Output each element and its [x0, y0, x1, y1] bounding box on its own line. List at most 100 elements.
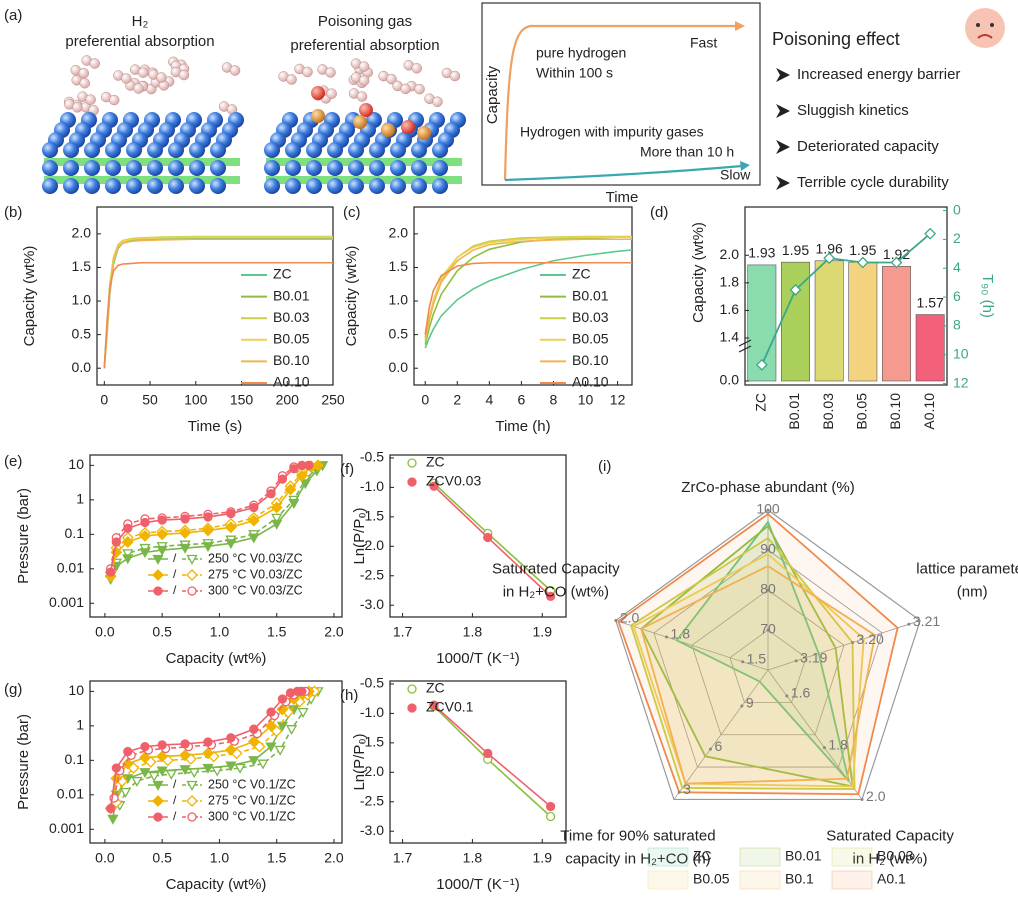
- radar-tick-label: 1.6: [791, 685, 811, 701]
- legend-marker: [407, 684, 417, 694]
- data-point: [180, 739, 190, 749]
- radar-tick: [785, 694, 789, 698]
- effect-item: Terrible cycle durability: [797, 174, 949, 191]
- series-line: [103, 238, 333, 369]
- legend-marker: [407, 477, 417, 487]
- radar-grid: [729, 629, 807, 703]
- radar-tick-label: 2.0: [620, 609, 640, 625]
- bullet: [776, 104, 790, 118]
- panel-label: (f): [340, 461, 354, 478]
- inset-note: More than 10 h: [640, 144, 734, 160]
- legend-separator: /: [173, 567, 177, 581]
- caption: preferential absorption: [65, 33, 214, 50]
- data-point: [271, 513, 283, 524]
- metal-atom: [411, 178, 427, 194]
- legend-marker: [153, 812, 163, 822]
- metal-atom: [189, 178, 205, 194]
- metal-atom: [411, 142, 427, 158]
- data-point: [157, 515, 167, 525]
- metal-atom: [105, 142, 121, 158]
- bar: [781, 261, 810, 382]
- y-tick-label: -2.0: [360, 537, 384, 553]
- x-tick-label: 1.7: [393, 850, 413, 866]
- inset-note: Within 100 s: [536, 65, 613, 81]
- metal-atom: [147, 142, 163, 158]
- x-tick-label: 1.0: [210, 850, 230, 866]
- panel-label: (b): [4, 204, 22, 221]
- legend-label: A0.10: [572, 374, 609, 390]
- legend-swatch: [831, 847, 873, 867]
- value-label: 1.95: [849, 242, 876, 258]
- data-point: [266, 489, 276, 499]
- metal-atom: [63, 160, 79, 176]
- radar-series: [640, 564, 877, 785]
- data-point: [924, 227, 937, 240]
- value-label: 1.95: [782, 242, 809, 258]
- legend-label: B0.01: [572, 287, 609, 303]
- y-tick-label: 0.5: [72, 325, 92, 341]
- h-atom: [79, 77, 90, 89]
- value-label: 1.93: [748, 245, 775, 261]
- effect-item: Sluggish kinetics: [797, 102, 909, 119]
- data-point: [545, 811, 556, 822]
- x-tick-label: A0.10: [921, 393, 937, 430]
- radar-grid: [615, 509, 921, 801]
- data-point: [274, 745, 286, 756]
- series-line: [103, 261, 333, 369]
- radar-tick: [860, 797, 864, 801]
- y-tick-label: -2.0: [360, 763, 384, 779]
- h-atom: [449, 70, 461, 82]
- metal-atom: [42, 160, 58, 176]
- bullet: [776, 140, 790, 154]
- y-tick-label: 0.001: [49, 820, 84, 836]
- series-line: [103, 237, 333, 369]
- y-tick-label: -1.5: [360, 508, 384, 524]
- face: [965, 8, 1005, 48]
- y-tick-label: 1.5: [389, 258, 409, 274]
- radar-tick-label: 3.21: [913, 613, 940, 629]
- y-tick-label: 1.6: [720, 301, 740, 317]
- x-tick-label: 0: [100, 392, 108, 408]
- metal-atom: [168, 160, 184, 176]
- radar-grid: [691, 589, 845, 736]
- eye: [990, 23, 994, 27]
- data-point: [225, 539, 237, 550]
- y-tick-label: 0.1: [65, 751, 85, 767]
- metal-atom: [210, 160, 226, 176]
- lattice-illustrations: [42, 55, 466, 194]
- data-point: [111, 763, 121, 773]
- rod-layer: [44, 158, 240, 166]
- radar-axis-label: Saturated Capacity: [826, 827, 954, 844]
- radar-tick: [740, 704, 744, 708]
- x-tick-label: 1.9: [533, 624, 553, 640]
- plot-frame: [389, 454, 567, 618]
- legend-label: B0.01: [273, 287, 310, 303]
- y-tick-label: -2.5: [360, 566, 384, 582]
- y-axis-label: Pressure (bar): [15, 488, 32, 584]
- metal-atom: [147, 160, 163, 176]
- legend-separator: /: [173, 793, 177, 807]
- x-tick-label: 2.0: [324, 850, 344, 866]
- data-point: [139, 548, 151, 559]
- data-point: [148, 771, 160, 782]
- legend-label: 275 °C V0.03/ZC: [208, 567, 303, 581]
- metal-atom: [369, 160, 385, 176]
- y-tick-label: 2.0: [720, 246, 740, 262]
- data-point: [202, 542, 214, 553]
- data-point: [225, 761, 237, 772]
- y-tick-label: 0.01: [57, 560, 84, 576]
- panel-label: (h): [340, 687, 358, 704]
- data-point: [139, 751, 151, 764]
- radar-tick-label: 1.5: [747, 650, 767, 666]
- y-tick-label: 0.1: [65, 525, 85, 541]
- data-point: [123, 523, 133, 533]
- metal-atom: [348, 142, 364, 158]
- y2-tick-label: 8: [953, 317, 961, 333]
- data-point: [285, 725, 298, 736]
- bullet: [776, 68, 790, 82]
- data-point: [248, 756, 260, 767]
- h-atom: [386, 73, 397, 85]
- data-point: [277, 474, 288, 484]
- y2-tick-label: 10: [953, 345, 969, 361]
- y-tick-label: -3.0: [360, 596, 384, 612]
